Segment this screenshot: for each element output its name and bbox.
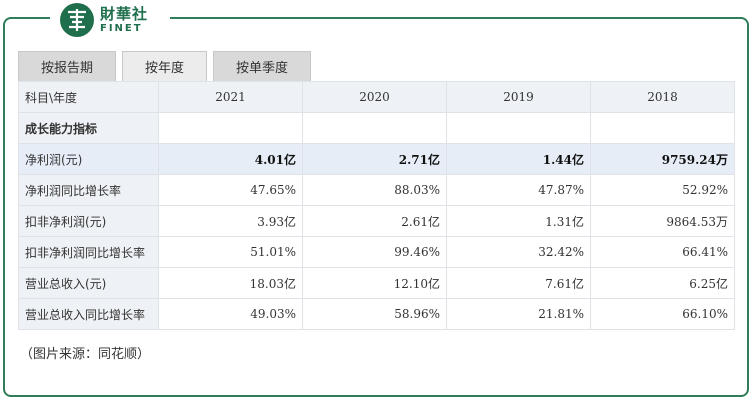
brand-name-cn: 財華社	[100, 4, 149, 23]
row-label: 扣非净利润同比增长率	[18, 236, 159, 268]
table-row: 净利润(元) 4.01亿 2.71亿 1.44亿 9759.24万	[18, 143, 735, 175]
cell-value: 9759.24万	[590, 143, 735, 175]
cell-value: 47.65%	[158, 174, 303, 206]
section-title: 成长能力指标	[18, 112, 159, 144]
cell-value: 7.61亿	[446, 267, 591, 299]
row-label: 营业总收入同比增长率	[18, 298, 159, 330]
section-row: 成长能力指标	[18, 112, 735, 144]
header-year: 2021	[158, 81, 303, 113]
cell-value: 4.01亿	[158, 143, 303, 175]
cell-value: 3.93亿	[158, 205, 303, 237]
cell-value: 58.96%	[302, 298, 447, 330]
period-tabs: 按报告期 按年度 按单季度	[18, 51, 317, 81]
cell-value: 49.03%	[158, 298, 303, 330]
cell-value: 21.81%	[446, 298, 591, 330]
cell-value: 99.46%	[302, 236, 447, 268]
cell-value: 2.61亿	[302, 205, 447, 237]
cell-value: 88.03%	[302, 174, 447, 206]
header-label: 科目\年度	[18, 81, 159, 113]
header-year: 2020	[302, 81, 447, 113]
cell-value: 1.31亿	[446, 205, 591, 237]
row-label: 扣非净利润(元)	[18, 205, 159, 237]
cell-value: 12.10亿	[302, 267, 447, 299]
row-label: 净利润(元)	[18, 143, 159, 175]
cell-value: 6.25亿	[590, 267, 735, 299]
finet-logo-mark	[60, 3, 94, 37]
cell-value: 51.01%	[158, 236, 303, 268]
brand-name-en: FINET	[100, 22, 143, 34]
cell-value: 47.87%	[446, 174, 591, 206]
finet-logo: 財華社 FINET	[50, 0, 170, 40]
tab-by-report-period[interactable]: 按报告期	[18, 51, 117, 81]
cell-value: 66.10%	[590, 298, 735, 330]
tab-by-year[interactable]: 按年度	[122, 51, 208, 81]
image-source-caption: （图片来源：同花顺）	[20, 347, 151, 362]
tab-by-quarter[interactable]: 按单季度	[213, 51, 312, 81]
header-year: 2018	[590, 81, 735, 113]
cell-value: 1.44亿	[446, 143, 591, 175]
cell-value: 2.71亿	[302, 143, 447, 175]
table-row: 净利润同比增长率 47.65% 88.03% 47.87% 52.92%	[18, 174, 735, 206]
cell-value: 52.92%	[590, 174, 735, 206]
financial-table: 科目\年度 2021 2020 2019 2018 成长能力指标 净利润(元) …	[18, 81, 735, 330]
cell-value: 66.41%	[590, 236, 735, 268]
table-row: 营业总收入(元) 18.03亿 12.10亿 7.61亿 6.25亿	[18, 267, 735, 299]
cell-value: 9864.53万	[590, 205, 735, 237]
table-row: 扣非净利润(元) 3.93亿 2.61亿 1.31亿 9864.53万	[18, 205, 735, 237]
table-header-row: 科目\年度 2021 2020 2019 2018	[18, 81, 735, 113]
row-label: 净利润同比增长率	[18, 174, 159, 206]
cell-value: 32.42%	[446, 236, 591, 268]
table-row: 扣非净利润同比增长率 51.01% 99.46% 32.42% 66.41%	[18, 236, 735, 268]
header-year: 2019	[446, 81, 591, 113]
row-label: 营业总收入(元)	[18, 267, 159, 299]
table-row: 营业总收入同比增长率 49.03% 58.96% 21.81% 66.10%	[18, 298, 735, 330]
cell-value: 18.03亿	[158, 267, 303, 299]
